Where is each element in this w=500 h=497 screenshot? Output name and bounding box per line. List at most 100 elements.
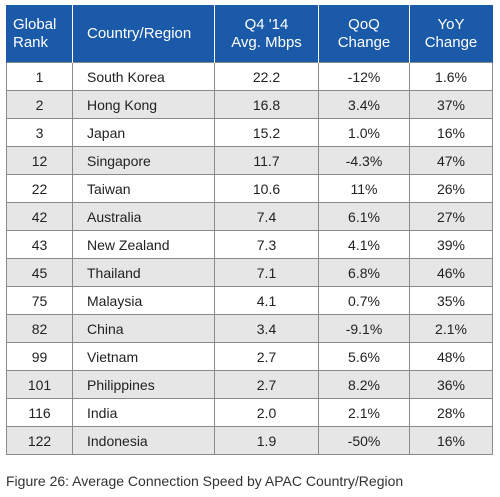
cell-rank: 116 bbox=[6, 398, 73, 427]
cell-qoq-change: 8.2% bbox=[318, 370, 410, 399]
cell-avg-mbps: 2.7 bbox=[214, 342, 319, 371]
cell-country: New Zealand bbox=[72, 230, 215, 259]
table-row: 82 China 3.4 -9.1% 2.1% bbox=[6, 314, 493, 343]
cell-rank: 22 bbox=[6, 174, 73, 203]
cell-qoq-change: 4.1% bbox=[318, 230, 410, 259]
cell-yoy-change: 47% bbox=[409, 146, 493, 175]
cell-rank: 12 bbox=[6, 146, 73, 175]
cell-avg-mbps: 11.7 bbox=[214, 146, 319, 175]
cell-country: Japan bbox=[72, 118, 215, 147]
table-row: 1 South Korea 22.2 -12% 1.6% bbox=[6, 62, 493, 91]
header-yoy-change-line: YoY bbox=[437, 15, 465, 33]
cell-avg-mbps: 22.2 bbox=[214, 62, 319, 91]
header-qoq-change-line: QoQ bbox=[348, 15, 380, 33]
table-row: 22 Taiwan 10.6 11% 26% bbox=[6, 174, 493, 203]
table-row: 43 New Zealand 7.3 4.1% 39% bbox=[6, 230, 493, 259]
cell-yoy-change: 46% bbox=[409, 258, 493, 287]
cell-rank: 75 bbox=[6, 286, 73, 315]
cell-qoq-change: 2.1% bbox=[318, 398, 410, 427]
cell-yoy-change: 27% bbox=[409, 202, 493, 231]
cell-rank: 1 bbox=[6, 62, 73, 91]
cell-qoq-change: 6.8% bbox=[318, 258, 410, 287]
cell-avg-mbps: 2.0 bbox=[214, 398, 319, 427]
cell-avg-mbps: 1.9 bbox=[214, 426, 319, 455]
cell-yoy-change: 16% bbox=[409, 426, 493, 455]
table-body: 1 South Korea 22.2 -12% 1.6% 2 Hong Kong 16.8 3.… bbox=[6, 62, 493, 455]
table-row: 12 Singapore 11.7 -4.3% 47% bbox=[6, 146, 493, 175]
cell-country: South Korea bbox=[72, 62, 215, 91]
cell-country: Australia bbox=[72, 202, 215, 231]
cell-country: Thailand bbox=[72, 258, 215, 287]
header-yoy-change: YoY Change bbox=[409, 5, 493, 63]
cell-avg-mbps: 7.1 bbox=[214, 258, 319, 287]
header-yoy-change-line: Change bbox=[424, 33, 478, 51]
table-header: Global Rank Country/Region Q4 '14 Avg. Mbps Q… bbox=[6, 5, 493, 63]
cell-yoy-change: 16% bbox=[409, 118, 493, 147]
cell-yoy-change: 37% bbox=[409, 90, 493, 119]
cell-rank: 45 bbox=[6, 258, 73, 287]
header-rank: Global Rank bbox=[6, 5, 73, 63]
header-qoq-change: QoQ Change bbox=[318, 5, 410, 63]
cell-qoq-change: -12% bbox=[318, 62, 410, 91]
cell-avg-mbps: 4.1 bbox=[214, 286, 319, 315]
cell-yoy-change: 2.1% bbox=[409, 314, 493, 343]
table-row: 3 Japan 15.2 1.0% 16% bbox=[6, 118, 493, 147]
cell-country: Taiwan bbox=[72, 174, 215, 203]
table-row: 122 Indonesia 1.9 -50% 16% bbox=[6, 426, 493, 455]
header-country: Country/Region bbox=[72, 5, 215, 63]
cell-qoq-change: 0.7% bbox=[318, 286, 410, 315]
cell-qoq-change: 6.1% bbox=[318, 202, 410, 231]
cell-yoy-change: 48% bbox=[409, 342, 493, 371]
header-row: Global Rank Country/Region Q4 '14 Avg. Mbps Q… bbox=[6, 5, 493, 63]
cell-country: Philippines bbox=[72, 370, 215, 399]
cell-qoq-change: 3.4% bbox=[318, 90, 410, 119]
cell-country: Indonesia bbox=[72, 426, 215, 455]
cell-qoq-change: -4.3% bbox=[318, 146, 410, 175]
table-row: 45 Thailand 7.1 6.8% 46% bbox=[6, 258, 493, 287]
cell-country: Hong Kong bbox=[72, 90, 215, 119]
cell-avg-mbps: 2.7 bbox=[214, 370, 319, 399]
header-rank-line: Rank bbox=[13, 33, 49, 51]
table-row: 2 Hong Kong 16.8 3.4% 37% bbox=[6, 90, 493, 119]
cell-rank: 99 bbox=[6, 342, 73, 371]
cell-yoy-change: 28% bbox=[409, 398, 493, 427]
figure-caption: Figure 26: Average Connection Speed by A… bbox=[6, 473, 404, 489]
table-row: 99 Vietnam 2.7 5.6% 48% bbox=[6, 342, 493, 371]
table-row: 101 Philippines 2.7 8.2% 36% bbox=[6, 370, 493, 399]
cell-rank: 42 bbox=[6, 202, 73, 231]
cell-avg-mbps: 15.2 bbox=[214, 118, 319, 147]
cell-avg-mbps: 7.3 bbox=[214, 230, 319, 259]
cell-avg-mbps: 3.4 bbox=[214, 314, 319, 343]
cell-avg-mbps: 7.4 bbox=[214, 202, 319, 231]
cell-rank: 2 bbox=[6, 90, 73, 119]
header-avg-mbps-line: Avg. Mbps bbox=[231, 33, 302, 51]
cell-yoy-change: 36% bbox=[409, 370, 493, 399]
cell-qoq-change: 5.6% bbox=[318, 342, 410, 371]
cell-yoy-change: 1.6% bbox=[409, 62, 493, 91]
cell-avg-mbps: 10.6 bbox=[214, 174, 319, 203]
cell-rank: 101 bbox=[6, 370, 73, 399]
cell-country: Singapore bbox=[72, 146, 215, 175]
header-rank-line: Global bbox=[13, 15, 57, 33]
cell-avg-mbps: 16.8 bbox=[214, 90, 319, 119]
table-row: 116 India 2.0 2.1% 28% bbox=[6, 398, 493, 427]
table-row: 75 Malaysia 4.1 0.7% 35% bbox=[6, 286, 493, 315]
table-row: 42 Australia 7.4 6.1% 27% bbox=[6, 202, 493, 231]
header-qoq-change-line: Change bbox=[337, 33, 391, 51]
cell-qoq-change: 11% bbox=[318, 174, 410, 203]
cell-qoq-change: -9.1% bbox=[318, 314, 410, 343]
cell-rank: 3 bbox=[6, 118, 73, 147]
speed-table: Global Rank Country/Region Q4 '14 Avg. Mbps Q… bbox=[6, 5, 493, 455]
header-country-line: Country/Region bbox=[87, 24, 192, 42]
header-avg-mbps-line: Q4 '14 bbox=[244, 15, 289, 33]
cell-qoq-change: 1.0% bbox=[318, 118, 410, 147]
cell-yoy-change: 35% bbox=[409, 286, 493, 315]
cell-yoy-change: 26% bbox=[409, 174, 493, 203]
header-avg-mbps: Q4 '14 Avg. Mbps bbox=[214, 5, 319, 63]
cell-country: Vietnam bbox=[72, 342, 215, 371]
cell-country: China bbox=[72, 314, 215, 343]
cell-qoq-change: -50% bbox=[318, 426, 410, 455]
cell-yoy-change: 39% bbox=[409, 230, 493, 259]
cell-country: India bbox=[72, 398, 215, 427]
cell-country: Malaysia bbox=[72, 286, 215, 315]
